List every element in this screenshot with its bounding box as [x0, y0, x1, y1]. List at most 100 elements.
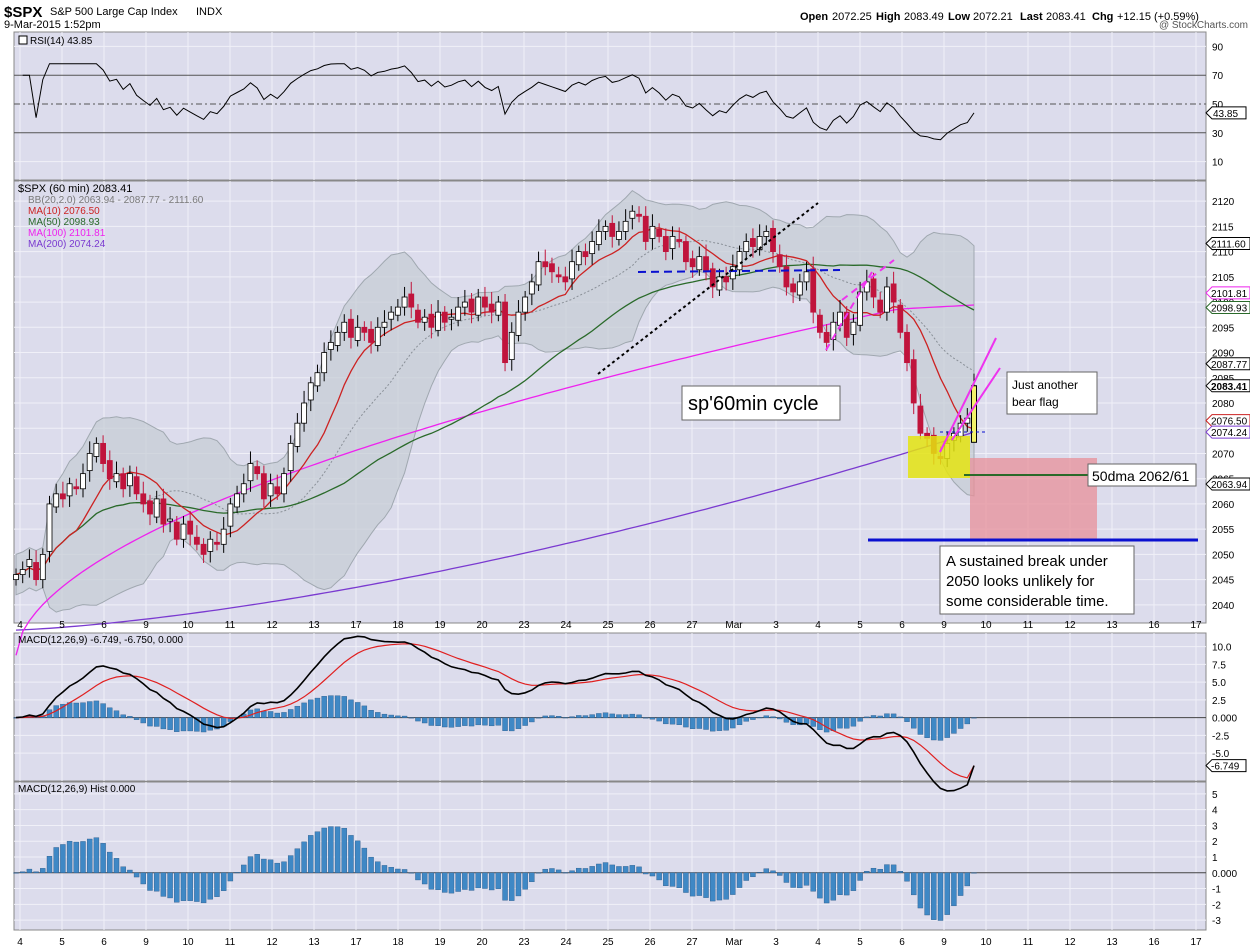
candle-body: [729, 266, 736, 280]
macd-panel: [13, 632, 1207, 782]
hist-bar: [455, 872, 461, 892]
hist-bar: [529, 872, 535, 883]
candle-body: [669, 236, 676, 249]
hist-panel: [13, 781, 1207, 931]
candle-body: [461, 301, 468, 308]
candle-body: [636, 213, 642, 217]
macd-hist-bar: [723, 717, 729, 731]
hist-bar: [944, 872, 950, 915]
x-tick-label: 3: [773, 620, 779, 631]
macd-hist-bar: [428, 717, 435, 726]
macd-hist-bar: [850, 717, 857, 727]
macd-hist-bar: [703, 717, 709, 730]
hist-bar: [113, 858, 120, 873]
candle-body: [676, 239, 683, 242]
x-tick-label-bottom: 13: [308, 937, 320, 948]
price-tick: 2070: [1212, 449, 1235, 460]
hist-bar: [495, 872, 502, 889]
rsi-line: [22, 63, 975, 141]
candle-body: [46, 503, 53, 552]
hist-bar: [448, 872, 455, 894]
macd-hist-bar: [971, 717, 977, 719]
macd-hist-bar: [308, 699, 314, 718]
price-tags: 43.85 2111.60 2101.81 2098.93 2087.77 2083.41…: [1205, 106, 1250, 773]
x-tick-label-bottom: 18: [392, 937, 404, 948]
macd-hist-bar: [227, 717, 234, 722]
hist-bar: [844, 872, 850, 896]
hist-bar: [395, 868, 401, 873]
macd-hist-bar: [247, 709, 254, 718]
candle-body: [890, 283, 897, 303]
hist-tick: -3: [1212, 916, 1221, 927]
hist-bar: [133, 872, 140, 878]
candle-body: [723, 276, 730, 283]
candle-body: [502, 301, 508, 364]
price-tag-text: 2076.50: [1211, 417, 1248, 428]
macd-hist-bar: [602, 712, 609, 718]
hist-bar: [850, 872, 857, 891]
macd-hist-bar: [267, 711, 274, 718]
candle-body: [823, 331, 830, 343]
candle-body: [267, 483, 274, 497]
macd-hist-bar: [100, 703, 106, 718]
cycle-label-box: [681, 385, 841, 421]
macd-hist-bar: [904, 717, 910, 722]
chg-value: +12.15 (+0.59%): [1117, 11, 1199, 23]
macd-value-tag-text: -6.749: [1211, 762, 1240, 773]
x-tick-label-bottom: 5: [857, 937, 863, 948]
hist-bar: [127, 869, 133, 873]
candle-body: [140, 493, 147, 505]
hist-bar: [622, 866, 629, 873]
black-dotted-trendline: [597, 202, 819, 375]
macd-hist-bar: [495, 717, 502, 726]
macd-hist-bar: [864, 716, 870, 718]
candle-body: [776, 254, 783, 268]
price-tag: [1205, 477, 1250, 491]
hist-bar: [797, 872, 803, 889]
candle-body: [147, 500, 153, 515]
hist-bar: [100, 843, 106, 873]
candle-body: [448, 316, 455, 320]
hist-bar: [194, 872, 200, 902]
macd-hist-bar: [468, 717, 475, 727]
macd-hist-bar: [207, 717, 213, 731]
candle-body: [160, 498, 167, 525]
x-tick-label: 24: [560, 620, 572, 631]
rsi-series: [14, 63, 1206, 141]
hist-bar: [743, 872, 749, 881]
macd-hist-bar: [756, 717, 763, 719]
break-note-line-3: some considerable time.: [946, 593, 1109, 610]
x-tick-label: 12: [1064, 620, 1076, 631]
hist-bar: [830, 872, 837, 901]
hist-bar: [247, 856, 254, 873]
hist-bar: [241, 864, 247, 873]
candle-body: [515, 311, 522, 336]
macd-hist-bar: [147, 717, 153, 727]
price-tag: [1205, 414, 1250, 428]
hist-bar: [924, 872, 930, 916]
hist-bar: [817, 872, 823, 899]
rsi-legend-text: RSI(14) 43.85: [30, 36, 93, 47]
hist-bar: [736, 872, 743, 888]
macd-hist-bar: [348, 699, 354, 718]
macd-hist-bar: [80, 702, 86, 718]
legend-ma10: MA(10) 2076.50: [28, 206, 100, 217]
x-tick-label: 23: [518, 620, 530, 631]
macd-hist-bar: [683, 717, 689, 728]
candle-body: [817, 314, 823, 333]
ma50-label-box: [1087, 463, 1197, 487]
candle-body: [696, 256, 703, 271]
macd-hist-bar: [261, 710, 267, 718]
hist-bar: [200, 872, 207, 904]
macd-hist-bar: [535, 717, 542, 719]
candle-body: [113, 473, 120, 483]
ma50-label: 50dma 2062/61: [1092, 468, 1190, 484]
hist-tick: 3: [1212, 821, 1218, 832]
candle-body: [394, 306, 401, 316]
hist-bar: [783, 872, 790, 883]
macd-hist-bar: [897, 716, 904, 718]
open-value: 2072.25: [832, 11, 872, 23]
hist-bar: [66, 840, 73, 873]
macd-hist-bar: [663, 717, 669, 725]
hist-bar: [904, 872, 910, 882]
